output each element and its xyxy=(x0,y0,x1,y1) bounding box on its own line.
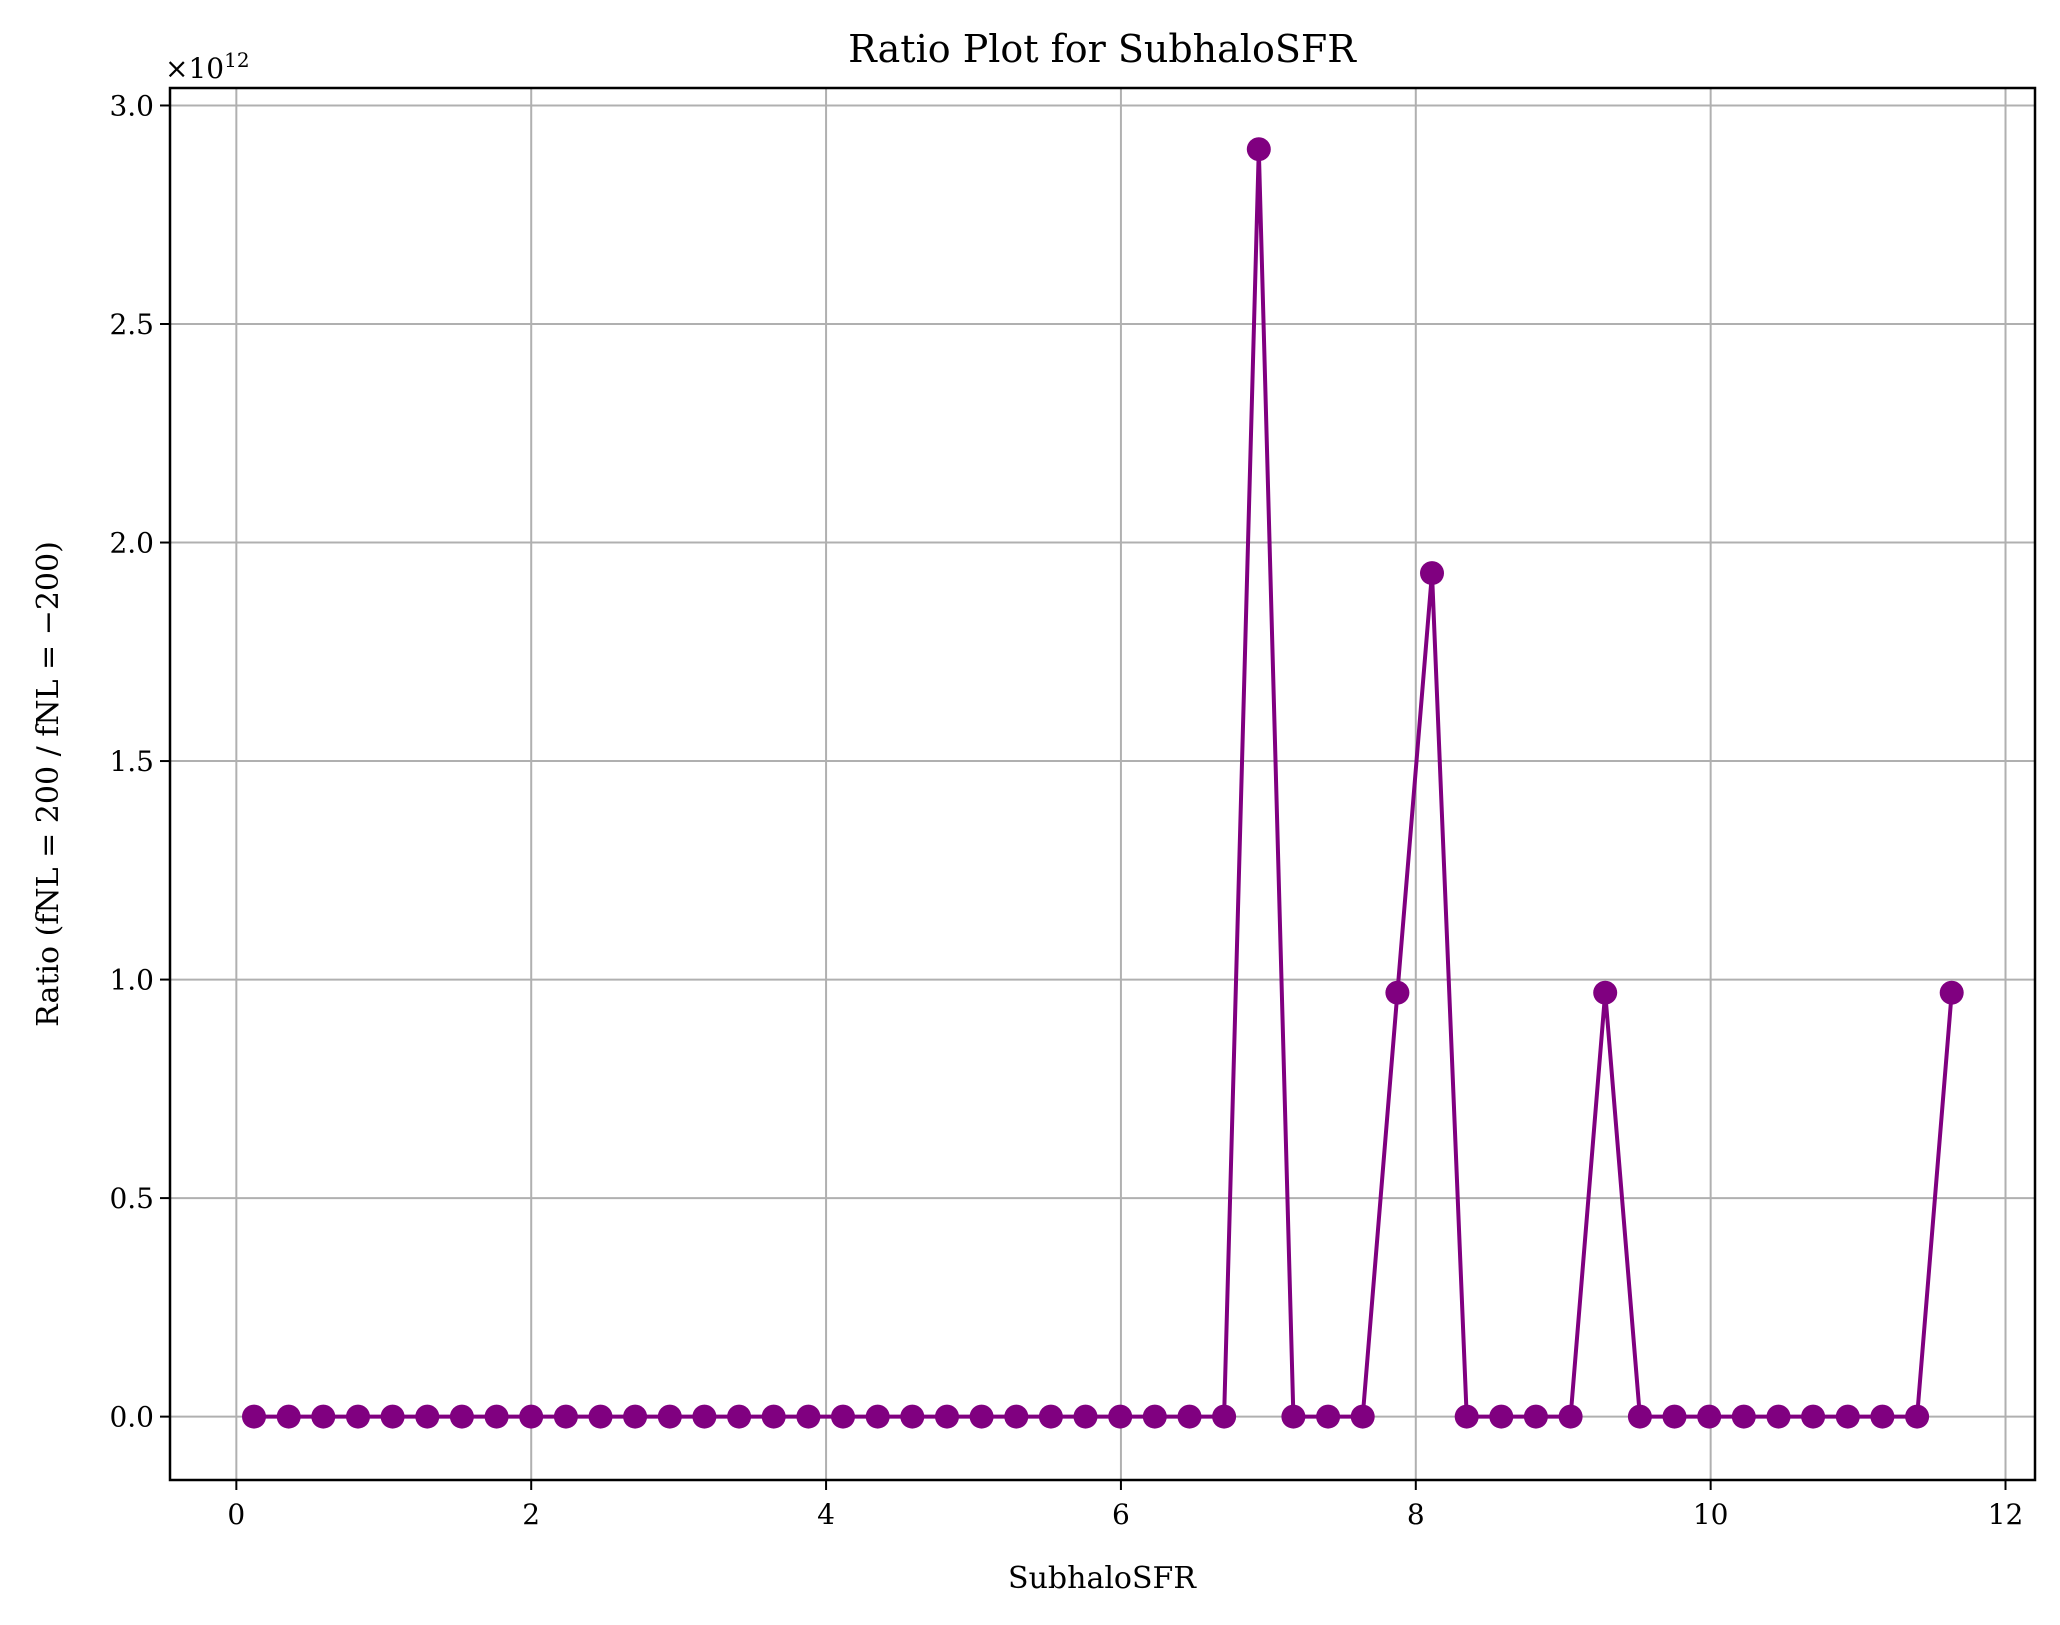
data-point xyxy=(242,1404,266,1429)
data-point xyxy=(1212,1404,1237,1429)
data-point xyxy=(1489,1404,1514,1429)
x-tick-label: 0 xyxy=(227,1498,245,1531)
data-point xyxy=(1004,1404,1029,1429)
ratio-series xyxy=(242,137,1964,1429)
data-point xyxy=(449,1404,474,1429)
data-point xyxy=(1558,1404,1583,1429)
x-tick-label: 10 xyxy=(1693,1498,1729,1531)
grid-lines xyxy=(170,88,2035,1480)
data-point xyxy=(969,1404,994,1429)
data-point xyxy=(1905,1404,1930,1429)
data-point xyxy=(761,1404,786,1429)
data-point xyxy=(1593,980,1618,1005)
data-point xyxy=(657,1404,682,1429)
chart-title: Ratio Plot for SubhaloSFR xyxy=(848,27,1357,71)
plot-frame xyxy=(168,86,2037,1482)
data-point xyxy=(692,1404,717,1429)
data-point xyxy=(1108,1404,1133,1429)
y-axis-multiplier-exponent: 12 xyxy=(224,48,249,72)
data-point xyxy=(1350,1404,1375,1429)
data-point xyxy=(1627,1404,1652,1429)
y-tick-label: 2.5 xyxy=(109,308,154,341)
data-point xyxy=(519,1404,544,1429)
data-point xyxy=(1766,1404,1791,1429)
data-point xyxy=(311,1404,336,1429)
data-point xyxy=(1420,561,1444,586)
x-tick-label: 8 xyxy=(1407,1498,1425,1531)
y-tick-label: 1.5 xyxy=(109,745,154,778)
data-point xyxy=(1523,1404,1548,1429)
data-point xyxy=(623,1404,648,1429)
x-tick-label: 2 xyxy=(522,1498,540,1531)
data-point xyxy=(1835,1404,1860,1429)
x-tick-label: 4 xyxy=(817,1498,835,1531)
data-point xyxy=(1454,1404,1479,1429)
y-tick-label: 3.0 xyxy=(109,89,154,122)
axis-ticks: 0 2 4 6 8 10 12 0.0 0.5 1.0 1.5 2.0 2.5 3.0 xyxy=(109,89,2023,1531)
data-point xyxy=(1662,1404,1687,1429)
data-point xyxy=(484,1404,509,1429)
x-tick-label: 6 xyxy=(1112,1498,1130,1531)
y-tick-label: 0.0 xyxy=(109,1401,154,1434)
data-point xyxy=(900,1404,925,1429)
data-point xyxy=(1177,1404,1202,1429)
data-point xyxy=(831,1404,855,1429)
data-point xyxy=(1073,1404,1098,1429)
data-point xyxy=(1246,137,1271,162)
data-point xyxy=(415,1404,440,1429)
series-line xyxy=(254,147,1954,1419)
y-axis-multiplier: ×1012 xyxy=(165,48,250,85)
data-point xyxy=(1939,980,1964,1005)
x-axis-label: SubhaloSFR xyxy=(1008,1561,1197,1596)
data-point xyxy=(380,1404,405,1429)
y-tick-label: 0.5 xyxy=(109,1182,154,1215)
data-point xyxy=(1731,1404,1756,1429)
data-point xyxy=(727,1404,752,1429)
data-point xyxy=(1385,980,1410,1005)
data-point xyxy=(276,1404,301,1429)
data-point xyxy=(796,1404,821,1429)
y-tick-label: 1.0 xyxy=(109,964,154,997)
data-point xyxy=(1281,1404,1306,1429)
y-axis-multiplier-base: ×10 xyxy=(165,52,224,85)
data-point xyxy=(588,1404,613,1429)
data-point xyxy=(1801,1404,1826,1429)
x-tick-label: 12 xyxy=(1988,1498,2024,1531)
data-point xyxy=(935,1404,959,1429)
data-point xyxy=(1697,1404,1722,1429)
y-axis-label: Ratio (fNL = 200 / fNL = −200) xyxy=(31,541,66,1027)
data-point xyxy=(1038,1404,1063,1429)
y-tick-label: 2.0 xyxy=(109,527,154,560)
data-point xyxy=(1142,1404,1167,1429)
data-point xyxy=(865,1404,890,1429)
data-point xyxy=(1870,1404,1895,1429)
data-point xyxy=(553,1404,578,1429)
data-point xyxy=(1316,1404,1341,1429)
data-point xyxy=(346,1404,370,1429)
